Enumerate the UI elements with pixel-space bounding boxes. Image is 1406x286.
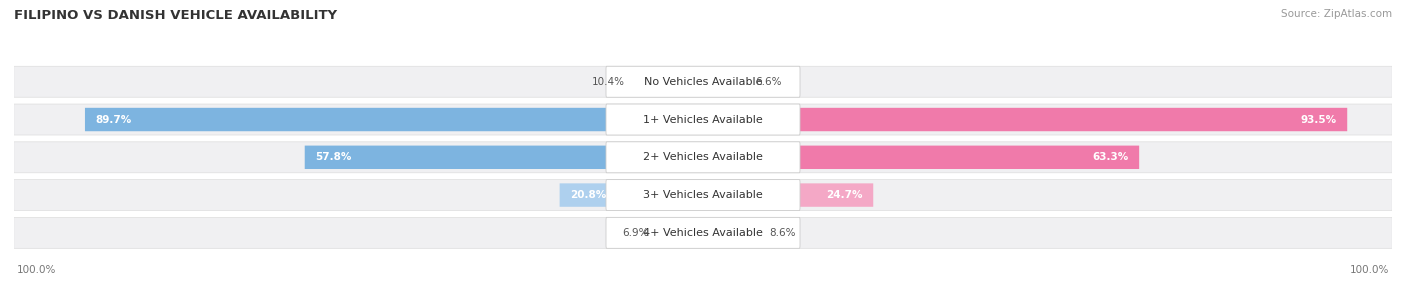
FancyBboxPatch shape [14,66,1392,97]
FancyBboxPatch shape [14,217,1392,248]
FancyBboxPatch shape [800,146,1139,169]
FancyBboxPatch shape [14,180,1392,210]
Text: 3+ Vehicles Available: 3+ Vehicles Available [643,190,763,200]
Text: Source: ZipAtlas.com: Source: ZipAtlas.com [1281,9,1392,19]
Text: 100.0%: 100.0% [1350,265,1389,275]
Text: 20.8%: 20.8% [569,190,606,200]
Text: 57.8%: 57.8% [315,152,352,162]
Text: 6.6%: 6.6% [755,77,782,87]
Text: 10.4%: 10.4% [592,77,624,87]
Text: No Vehicles Available: No Vehicles Available [644,77,762,87]
FancyBboxPatch shape [606,66,800,97]
Text: 63.3%: 63.3% [1092,152,1129,162]
FancyBboxPatch shape [800,108,1347,131]
FancyBboxPatch shape [800,183,873,207]
FancyBboxPatch shape [14,142,1392,173]
Text: 8.6%: 8.6% [769,228,796,238]
FancyBboxPatch shape [606,217,800,248]
FancyBboxPatch shape [560,183,606,207]
Text: 1+ Vehicles Available: 1+ Vehicles Available [643,114,763,124]
Text: 89.7%: 89.7% [96,114,132,124]
FancyBboxPatch shape [14,104,1392,135]
Text: 6.9%: 6.9% [621,228,648,238]
FancyBboxPatch shape [606,180,800,210]
Text: 24.7%: 24.7% [827,190,863,200]
FancyBboxPatch shape [305,146,606,169]
Text: FILIPINO VS DANISH VEHICLE AVAILABILITY: FILIPINO VS DANISH VEHICLE AVAILABILITY [14,9,337,21]
FancyBboxPatch shape [606,142,800,173]
Text: 4+ Vehicles Available: 4+ Vehicles Available [643,228,763,238]
FancyBboxPatch shape [84,108,606,131]
FancyBboxPatch shape [606,104,800,135]
Text: 100.0%: 100.0% [17,265,56,275]
Text: 2+ Vehicles Available: 2+ Vehicles Available [643,152,763,162]
Text: 93.5%: 93.5% [1301,114,1337,124]
